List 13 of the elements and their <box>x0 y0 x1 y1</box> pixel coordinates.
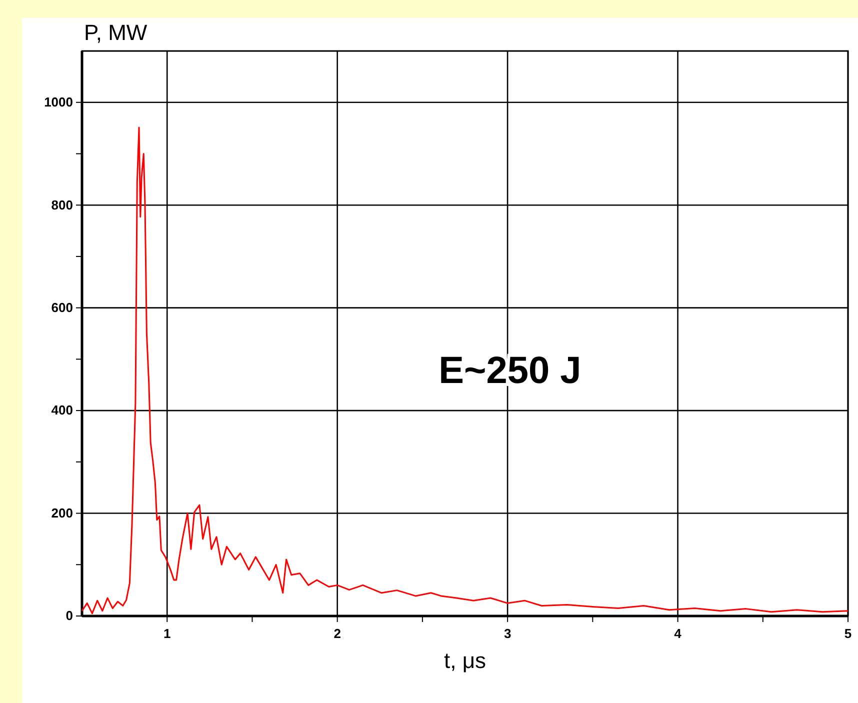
y-tick-label: 0 <box>66 608 73 624</box>
x-tick-label: 1 <box>163 626 171 641</box>
y-tick-label: 1000 <box>44 94 73 110</box>
x-tick-label: 2 <box>334 626 341 641</box>
y-tick-label: 800 <box>51 197 73 212</box>
y-tick-label: 600 <box>51 300 73 315</box>
x-tick-label: 4 <box>674 626 682 641</box>
x-tick-label: 5 <box>844 626 852 641</box>
y-tick-label: 400 <box>51 402 73 418</box>
y-tick-label: 200 <box>51 505 73 520</box>
y-axis-title: P, MW <box>84 20 148 45</box>
x-tick-label: 3 <box>504 626 512 641</box>
x-axis-title: t, μs <box>444 648 486 673</box>
